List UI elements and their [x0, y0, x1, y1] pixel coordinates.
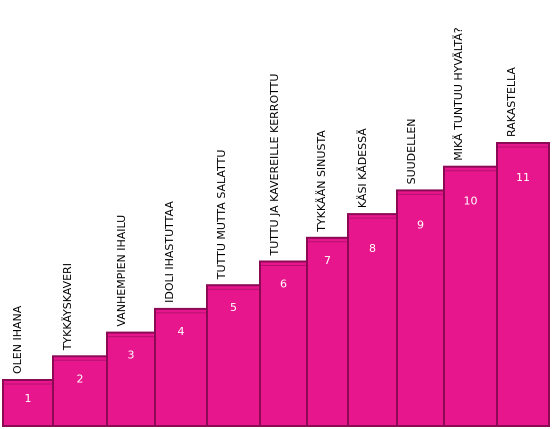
data-label-3: 3 — [128, 349, 135, 362]
bar-2 — [52, 355, 108, 427]
bar-7 — [306, 236, 349, 427]
category-label-2: TYKKÄYSKAVERI — [61, 263, 74, 351]
category-label-6: TUTTU JA KAVEREILLE KERROTTU — [268, 74, 281, 257]
category-label-3: VANHEMPIEN IHAILU — [115, 215, 128, 327]
category-labels-group: OLEN IHANA TYKKÄYSKAVERI VANHEMPIEN IHAILU… — [11, 27, 518, 374]
bar-11 — [496, 142, 550, 427]
data-label-8: 8 — [369, 242, 376, 255]
bar-3 — [106, 331, 156, 428]
category-label-1: OLEN IHANA — [11, 305, 24, 374]
data-label-5: 5 — [230, 301, 237, 314]
data-label-4: 4 — [178, 325, 185, 338]
bar-4 — [154, 307, 208, 427]
category-label-11: RAKASTELLA — [505, 67, 518, 137]
category-label-5: TUTTU MUTTA SALATTU — [215, 150, 228, 281]
data-label-7: 7 — [324, 254, 331, 267]
data-label-10: 10 — [464, 195, 478, 208]
bar-6 — [259, 260, 308, 427]
category-label-4: IDOLI IHASTUTTAA — [163, 201, 176, 303]
bar-10 — [443, 165, 498, 427]
bars-group: 1 2 3 4 5 6 7 8 9 10 11 — [2, 142, 550, 428]
category-label-10: MIKÄ TUNTUU HYVÄLTÄ? — [452, 27, 465, 160]
bar-1 — [2, 379, 54, 427]
data-label-6: 6 — [280, 278, 287, 291]
bar-9 — [396, 189, 445, 427]
bar-8 — [347, 213, 398, 427]
category-label-9: SUUDELLEN — [405, 118, 418, 184]
category-label-7: TYKKÄÄN SINUSTA — [315, 130, 328, 233]
data-label-11: 11 — [516, 171, 530, 184]
data-label-1: 1 — [25, 392, 32, 405]
data-label-9: 9 — [417, 218, 424, 231]
category-label-8: KÄSI KÄDESSÄ — [356, 128, 369, 208]
data-label-2: 2 — [77, 372, 84, 385]
